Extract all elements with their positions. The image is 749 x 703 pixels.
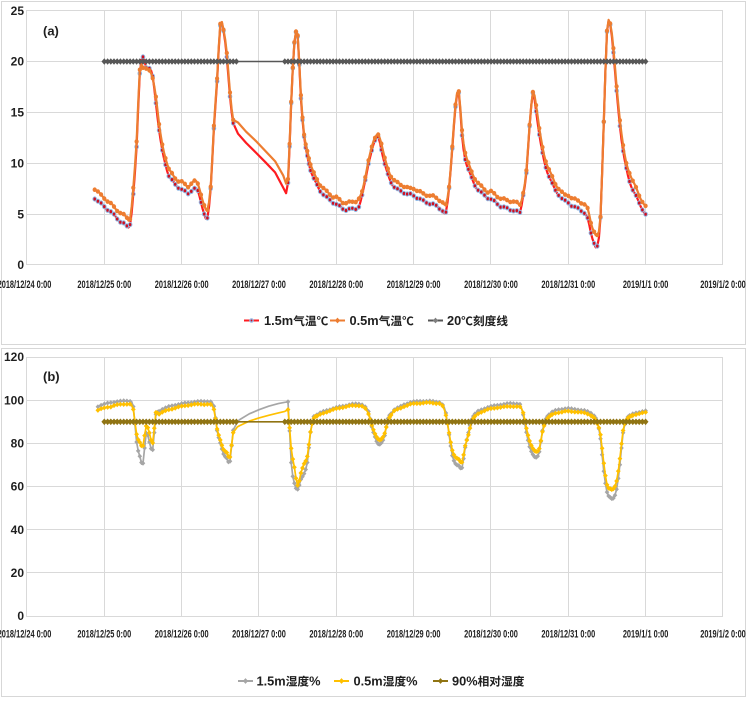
svg-text:40: 40: [11, 523, 25, 537]
svg-text:90%: 90%: [452, 674, 478, 689]
svg-text:1.5m: 1.5m: [264, 313, 293, 328]
svg-text:20: 20: [11, 566, 25, 580]
svg-text:0.5m: 0.5m: [350, 313, 379, 328]
svg-text:120: 120: [4, 350, 24, 364]
svg-text:15: 15: [11, 106, 25, 120]
svg-text:100: 100: [4, 393, 24, 407]
svg-text:2018/12/30 0:00: 2018/12/30 0:00: [464, 628, 518, 640]
svg-text:80: 80: [11, 437, 25, 451]
svg-text:1.5m: 1.5m: [257, 674, 286, 689]
svg-text:2018/12/31 0:00: 2018/12/31 0:00: [541, 279, 595, 291]
svg-text:%: %: [309, 674, 321, 689]
svg-text:0: 0: [17, 609, 24, 623]
svg-text:%: %: [406, 674, 418, 689]
svg-text:0: 0: [17, 258, 24, 272]
svg-text:2018/12/24 0:00: 2018/12/24 0:00: [0, 628, 51, 640]
svg-text:2018/12/27 0:00: 2018/12/27 0:00: [232, 628, 286, 640]
svg-text:2019/1/1 0:00: 2019/1/1 0:00: [623, 628, 669, 640]
svg-text:2019/1/2 0:00: 2019/1/2 0:00: [700, 279, 746, 291]
svg-text:2018/12/31 0:00: 2018/12/31 0:00: [541, 628, 595, 640]
svg-text:60: 60: [11, 480, 25, 494]
svg-text:2018/12/25 0:00: 2018/12/25 0:00: [77, 279, 131, 291]
svg-text:25: 25: [11, 4, 25, 18]
svg-text:20: 20: [11, 55, 25, 69]
svg-text:(a): (a): [43, 24, 59, 39]
svg-text:20: 20: [447, 313, 461, 328]
svg-text:2018/12/29 0:00: 2018/12/29 0:00: [387, 628, 441, 640]
svg-text:2018/12/29 0:00: 2018/12/29 0:00: [387, 279, 441, 291]
svg-text:2018/12/28 0:00: 2018/12/28 0:00: [309, 279, 363, 291]
svg-text:5: 5: [17, 207, 24, 221]
svg-text:2018/12/25 0:00: 2018/12/25 0:00: [77, 628, 131, 640]
svg-text:2018/12/26 0:00: 2018/12/26 0:00: [155, 628, 209, 640]
svg-text:2018/12/28 0:00: 2018/12/28 0:00: [309, 628, 363, 640]
svg-text:2018/12/26 0:00: 2018/12/26 0:00: [155, 279, 209, 291]
svg-text:2019/1/2 0:00: 2019/1/2 0:00: [700, 628, 746, 640]
svg-text:(b): (b): [43, 369, 60, 384]
svg-text:2018/12/30 0:00: 2018/12/30 0:00: [464, 279, 518, 291]
svg-text:2019/1/1 0:00: 2019/1/1 0:00: [623, 279, 669, 291]
svg-text:0.5m: 0.5m: [354, 674, 383, 689]
svg-text:10: 10: [11, 156, 25, 170]
svg-text:2018/12/24 0:00: 2018/12/24 0:00: [0, 279, 51, 291]
svg-text:2018/12/27 0:00: 2018/12/27 0:00: [232, 279, 286, 291]
